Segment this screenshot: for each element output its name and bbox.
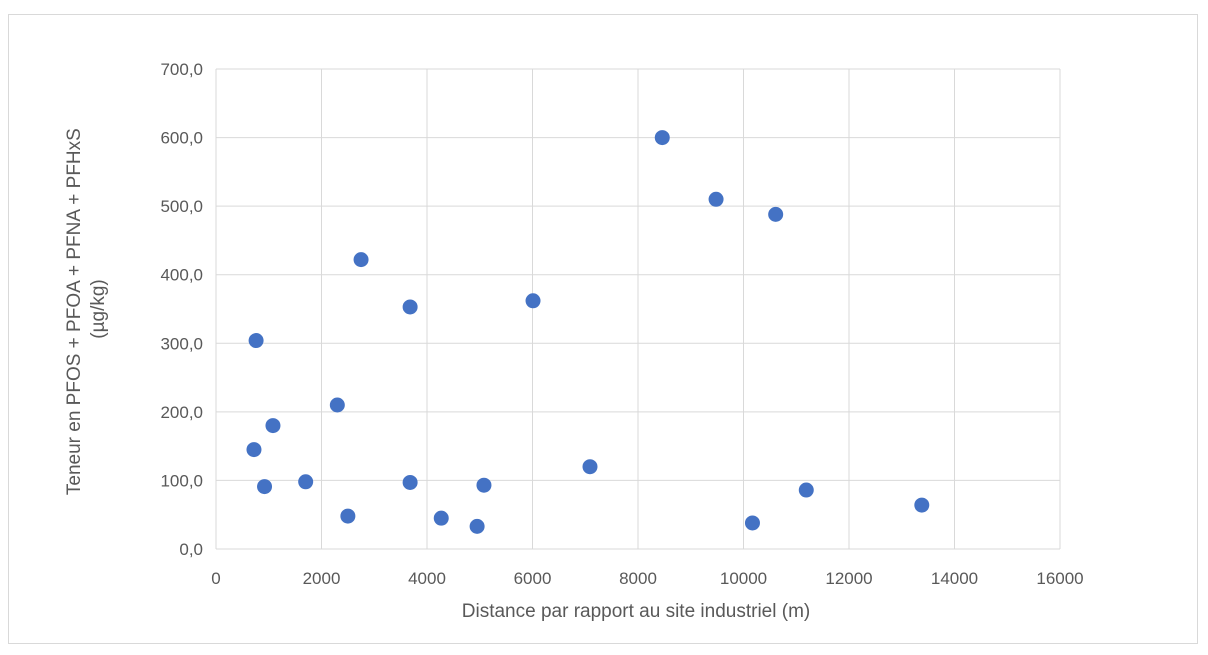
data-point — [469, 518, 485, 534]
data-point — [433, 510, 449, 526]
data-point — [914, 497, 930, 513]
data-point — [246, 442, 262, 458]
y-axis-tick-labels: 0,0 100,0 200,0 300,0 400,0 500,0 600,0 700,0 — [160, 60, 203, 559]
data-point — [329, 397, 345, 413]
x-tick-label: 12000 — [825, 569, 872, 588]
data-point — [798, 482, 814, 498]
data-point — [402, 299, 418, 315]
x-axis-title: Distance par rapport au site industriel … — [462, 601, 810, 622]
data-point — [708, 191, 724, 207]
data-point — [402, 474, 418, 490]
data-points — [246, 130, 930, 534]
x-tick-label: 14000 — [931, 569, 978, 588]
data-point — [476, 477, 492, 493]
data-point — [265, 418, 281, 434]
data-point — [525, 293, 541, 309]
y-axis-title-line2: (µg/kg) — [88, 279, 109, 339]
y-tick-label: 700,0 — [160, 60, 203, 79]
data-point — [582, 459, 598, 475]
y-tick-label: 100,0 — [160, 471, 203, 490]
y-axis-title-line1: Teneur en PFOS + PFOA + PFNA + PFHxS — [64, 128, 85, 495]
x-tick-label: 8000 — [619, 569, 657, 588]
y-tick-label: 0,0 — [179, 540, 203, 559]
y-tick-label: 300,0 — [160, 334, 203, 353]
x-tick-label: 6000 — [514, 569, 552, 588]
chart-frame — [8, 14, 1198, 644]
data-point — [353, 252, 369, 268]
data-point — [257, 479, 273, 495]
x-tick-label: 2000 — [303, 569, 341, 588]
data-point — [298, 474, 314, 490]
data-point — [248, 333, 264, 349]
x-axis-tick-labels: 0 2000 4000 6000 8000 10000 12000 14000 16000 — [211, 569, 1083, 588]
vertical-gridlines — [215, 69, 1061, 549]
data-point — [744, 515, 760, 531]
x-tick-label: 10000 — [720, 569, 767, 588]
y-tick-label: 200,0 — [160, 403, 203, 422]
data-point — [340, 508, 356, 524]
y-tick-label: 600,0 — [160, 129, 203, 148]
horizontal-gridlines — [216, 68, 1060, 550]
x-tick-label: 4000 — [408, 569, 446, 588]
y-tick-label: 400,0 — [160, 266, 203, 285]
y-axis-title: Teneur en PFOS + PFOA + PFNA + PFHxS (µg… — [64, 123, 109, 495]
y-tick-label: 500,0 — [160, 197, 203, 216]
data-point — [768, 206, 784, 222]
x-tick-label: 16000 — [1036, 569, 1083, 588]
data-point — [654, 130, 670, 146]
x-tick-label: 0 — [211, 569, 220, 588]
